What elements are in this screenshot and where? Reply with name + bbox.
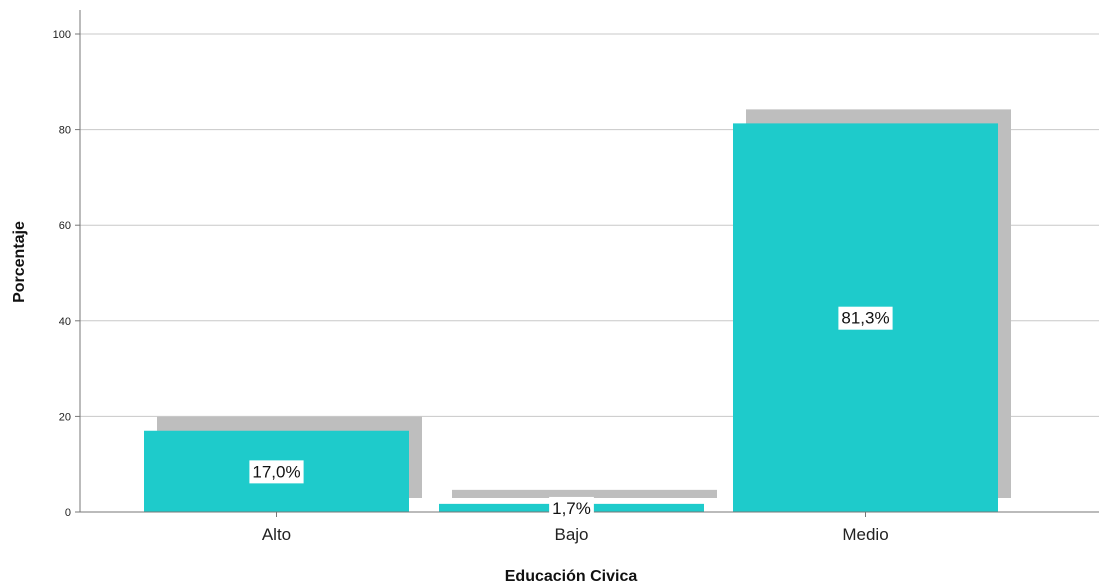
x-category-label: Bajo <box>554 525 588 544</box>
y-tick-label: 40 <box>59 316 71 328</box>
y-tick-label: 60 <box>59 220 71 232</box>
data-label-medio: 81,3% <box>838 306 893 330</box>
x-axis-categories: Alto Bajo Medio <box>262 512 889 544</box>
data-label-alto: 17,0% <box>249 460 304 484</box>
data-labels: 17,0% 1,7% 81,3% <box>249 306 893 520</box>
data-label-box <box>838 306 893 330</box>
y-axis-ticks: 0 20 40 60 80 100 <box>53 29 80 519</box>
x-axis-title: Educación Civica <box>505 568 638 585</box>
data-label-box <box>549 496 594 520</box>
y-axis-title: Porcentaje <box>11 221 28 303</box>
bar-shadow-bajo <box>452 489 717 498</box>
x-category-label: Alto <box>262 525 291 544</box>
y-tick-label: 80 <box>59 125 71 137</box>
y-tick-label: 0 <box>65 507 71 519</box>
bars <box>144 109 1011 513</box>
data-label-text: 81,3% <box>841 309 889 328</box>
data-label-text: 1,7% <box>552 499 591 518</box>
data-label-box <box>249 460 304 484</box>
y-tick-label: 20 <box>59 411 71 423</box>
data-label-text: 17,0% <box>252 462 300 481</box>
x-category-label: Medio <box>842 525 888 544</box>
y-tick-label: 100 <box>53 29 71 41</box>
data-label-bajo: 1,7% <box>549 496 594 520</box>
